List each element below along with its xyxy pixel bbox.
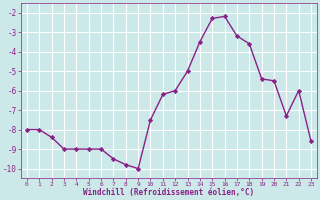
X-axis label: Windchill (Refroidissement éolien,°C): Windchill (Refroidissement éolien,°C) (84, 188, 255, 197)
